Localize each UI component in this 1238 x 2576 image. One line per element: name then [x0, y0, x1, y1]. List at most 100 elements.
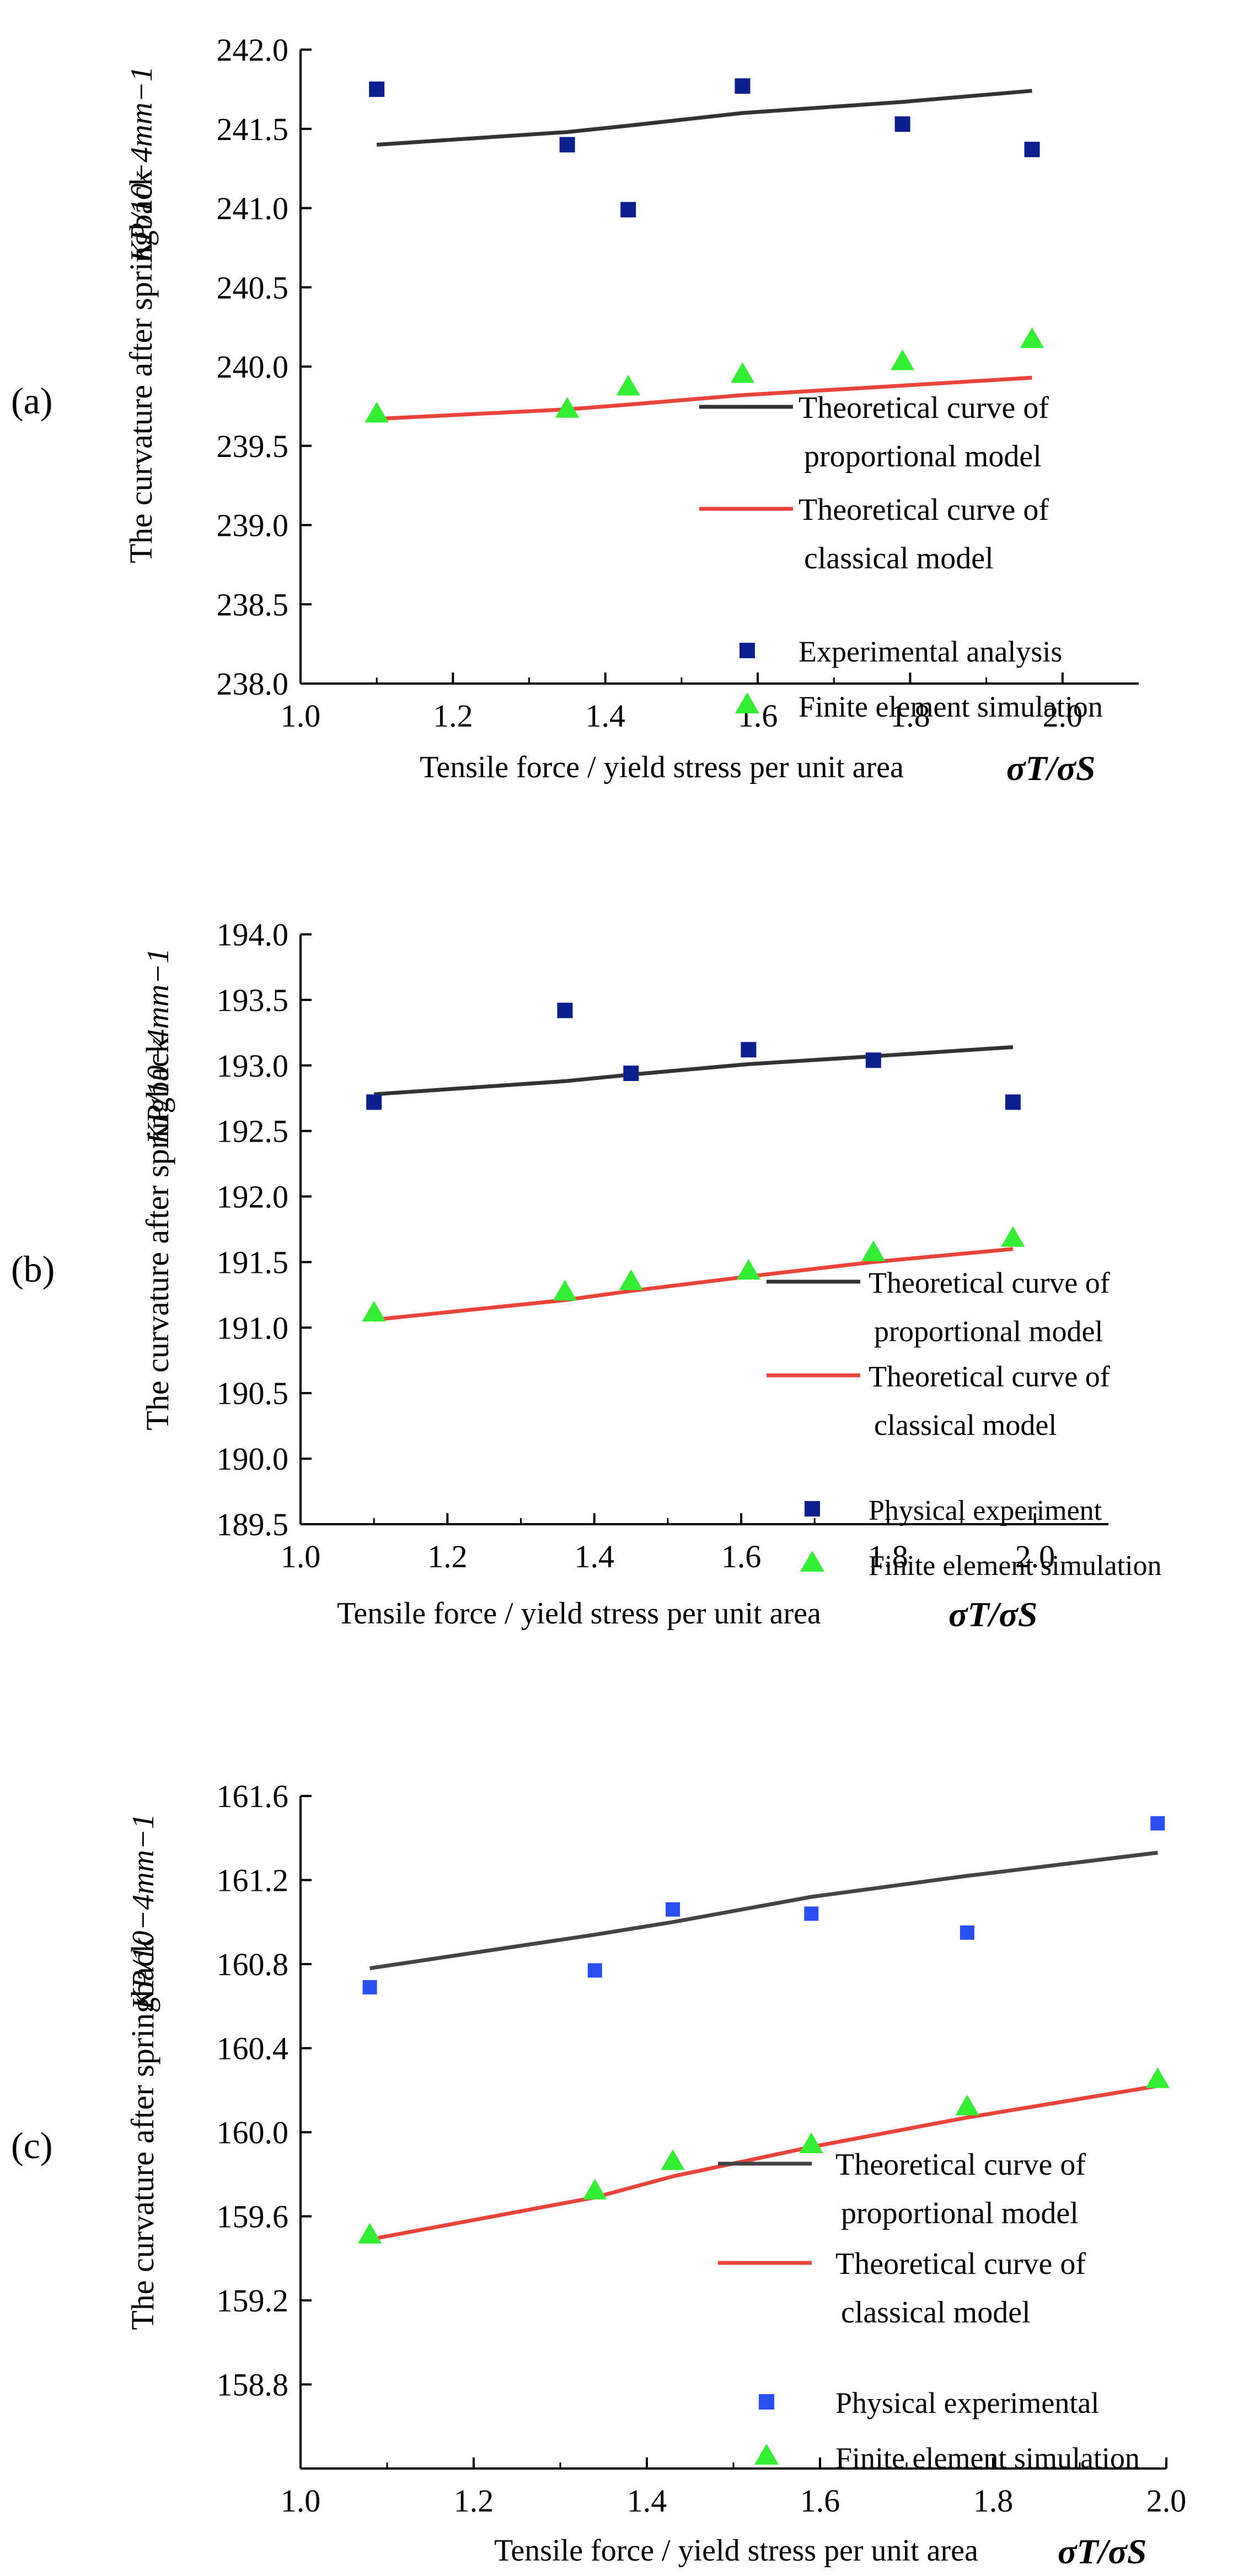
data-point-triangle	[736, 1259, 761, 1280]
y-tick-label: 193.0	[217, 1048, 289, 1084]
data-point-triangle	[553, 1279, 577, 1301]
data-point-square	[623, 1066, 639, 1082]
chart-panel-a: 1.0 1.2 1.4 1.6 1.8 2.0238.0238.5239.0239.524…	[11, 32, 1139, 788]
y-tick-label: 158.8	[217, 2367, 289, 2403]
y-tick-label: 191.5	[217, 1244, 289, 1280]
legend: Theoretical curve of proportional model Th…	[767, 1266, 1161, 1582]
legend-label: Theoretical curve of	[869, 1266, 1110, 1299]
data-point-triangle	[362, 1300, 386, 1322]
y-tick-label: 241.5	[217, 111, 289, 147]
x-tick-label: 1.8	[973, 2483, 1014, 2519]
data-point-triangle	[891, 349, 915, 370]
y-axis-unit: KP/10−4mm−1	[125, 66, 159, 263]
data-point-triangle	[1001, 1226, 1025, 1247]
data-point-square	[804, 1906, 819, 1921]
data-point-square	[960, 1925, 974, 1940]
legend-label: Theoretical curve of	[835, 2148, 1086, 2182]
x-tick-label: 1.4	[627, 2483, 667, 2519]
data-point-triangle	[616, 375, 640, 396]
data-point-triangle	[358, 2223, 382, 2244]
y-axis-title: The curvature after springback	[140, 1037, 175, 1430]
data-point-square	[369, 81, 385, 97]
legend-label: Finite element simulation	[835, 2441, 1140, 2475]
x-tick-label: 2.0	[1043, 698, 1083, 734]
data-point-square	[865, 1052, 881, 1068]
y-tick-label: 194.0	[217, 917, 289, 953]
panel-label: (a)	[11, 380, 52, 422]
legend-label: Theoretical curve of	[798, 391, 1049, 425]
y-tick-label: 160.8	[217, 1946, 289, 1982]
x-tick-label: 1.6	[800, 2483, 840, 2519]
data-point-triangle	[1020, 327, 1044, 348]
data-point-triangle	[619, 1269, 643, 1290]
series-line-classical	[377, 375, 1032, 421]
data-point-square	[620, 202, 636, 218]
y-axis-title: The curvature after springback	[123, 170, 159, 563]
x-tick-label: 1.0	[281, 698, 321, 734]
legend-label: Theoretical curve of	[869, 1360, 1110, 1393]
x-axis-symbol: σT/σS	[948, 1595, 1037, 1634]
y-tick-label: 240.5	[217, 270, 289, 305]
data-point-triangle	[955, 2094, 979, 2116]
legend-label: Finite element simulation	[869, 1550, 1161, 1582]
x-axis-symbol: σT/σS	[1058, 2532, 1146, 2571]
y-axis-title: The curvature after springback	[125, 1937, 160, 2330]
y-tick-label: 241.0	[217, 191, 289, 227]
x-tick-label: 1.8	[868, 1539, 908, 1574]
x-tick-label: 2.0	[1015, 1539, 1055, 1574]
y-tick-label: 238.0	[217, 666, 289, 702]
data-point-triangle	[661, 2149, 685, 2170]
series-line-proportional	[369, 1851, 1158, 1971]
y-tick-label: 190.5	[217, 1375, 289, 1411]
y-axis-unit: KP/10−4mm−1	[126, 1814, 160, 2010]
legend-square-swatch	[739, 643, 755, 658]
legend-label: Physical experimental	[835, 2386, 1099, 2419]
data-point-square	[362, 1980, 377, 1994]
x-tick-label: 1.0	[281, 2483, 321, 2519]
legend-label: Experimental analysis	[798, 635, 1062, 668]
data-point-triangle	[555, 397, 580, 418]
y-tick-label: 161.2	[217, 1863, 289, 1899]
legend-label-line2: proportional model	[841, 2196, 1079, 2230]
data-point-square	[735, 78, 751, 94]
legend-label-line2: classical model	[874, 1408, 1057, 1442]
panel-label: (c)	[11, 2125, 52, 2166]
series-line-classical	[373, 1247, 1014, 1322]
data-point-square	[559, 137, 575, 153]
legend-label: Theoretical curve of	[835, 2247, 1086, 2281]
data-point-square	[1005, 1094, 1021, 1110]
legend-label: Theoretical curve of	[798, 493, 1049, 527]
x-tick-label: 1.2	[454, 2483, 494, 2519]
y-tick-label: 239.5	[217, 428, 289, 464]
data-point-square	[366, 1094, 382, 1110]
y-axis-unit: KP/10−4mm−1	[141, 948, 175, 1145]
x-tick-label: 1.6	[721, 1539, 762, 1574]
y-tick-label: 192.5	[217, 1114, 289, 1149]
y-tick-label: 159.6	[217, 2199, 289, 2235]
y-tick-label: 242.0	[217, 32, 289, 68]
legend: Theoretical curve of proportional model Th…	[699, 391, 1103, 723]
legend-label-line2: proportional model	[874, 1315, 1103, 1348]
data-point-square	[557, 1002, 573, 1018]
data-point-triangle	[730, 362, 755, 383]
legend-triangle-swatch	[800, 1551, 824, 1572]
chart-panel-c: 1.0 1.2 1.4 1.6 1.8 2.0 158.8 159.2 159.6 160.0 16…	[11, 1778, 1186, 2571]
y-tick-label: 190.0	[217, 1441, 289, 1477]
data-point-square	[1150, 1816, 1165, 1831]
y-tick-label: 160.0	[217, 2115, 289, 2150]
x-tick-label: 1.0	[281, 1539, 321, 1574]
y-tick-label: 238.5	[217, 587, 289, 622]
data-point-triangle	[583, 2179, 607, 2199]
data-point-triangle	[799, 2132, 823, 2153]
chart-panel-b: 1.0 1.2 1.4 1.6 1.8 2.0 189.5 190.0 190.5 191.0 19…	[11, 917, 1161, 1634]
x-axis-title: Tensile force / yield stress per unit ar…	[494, 2534, 978, 2568]
legend: Theoretical curve of proportional model Th…	[718, 2148, 1140, 2475]
legend-square-swatch	[759, 2394, 774, 2410]
data-point-square	[741, 1042, 757, 1058]
x-tick-label: 1.8	[890, 698, 930, 734]
y-tick-label: 240.0	[217, 349, 289, 385]
x-tick-label: 1.4	[585, 698, 625, 734]
series-line-classical	[369, 2084, 1158, 2241]
data-point-square	[1024, 142, 1040, 158]
